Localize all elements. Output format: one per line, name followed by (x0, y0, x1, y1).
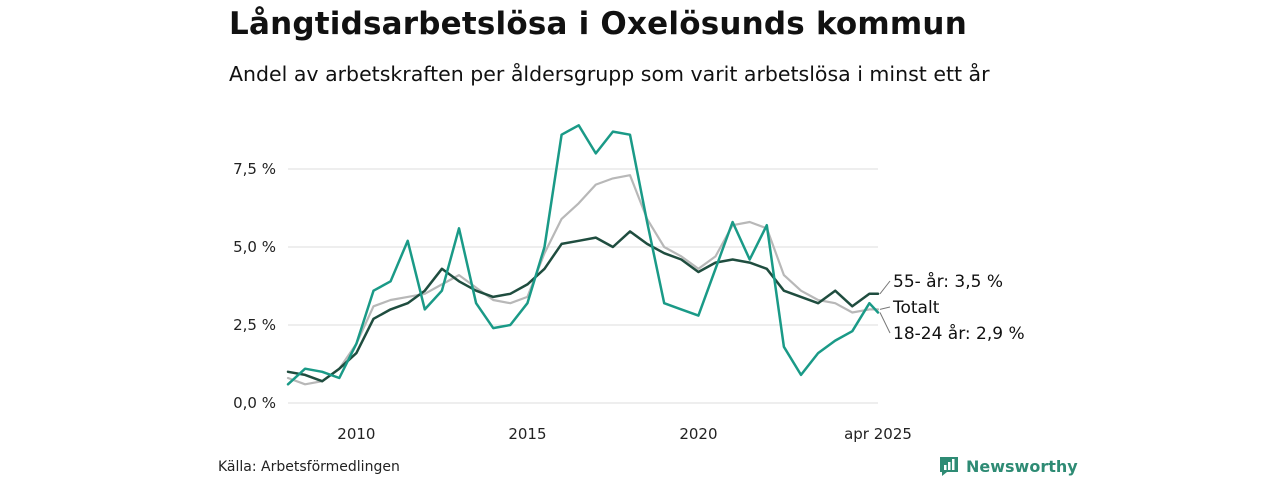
y-tick-label: 0,0 % (233, 394, 276, 412)
source-note: Källa: Arbetsförmedlingen (218, 459, 400, 475)
series-line-18-24 (286, 124, 880, 386)
series-line-total (286, 174, 880, 386)
y-tick-label: 7,5 % (233, 160, 276, 178)
end-label: Totalt (892, 298, 940, 318)
newsworthy-logo-icon (940, 457, 958, 476)
end-labels: 55- år: 3,5 % Totalt 18-24 år: 2,9 % (879, 271, 1025, 344)
x-axis-ticks: 2010 2015 2020 apr 2025 (337, 425, 912, 443)
series-line-55 (286, 230, 880, 383)
end-label-leader (879, 280, 891, 295)
y-tick-label: 5,0 % (233, 238, 276, 256)
y-tick-label: 2,5 % (233, 316, 276, 334)
grid-layer (288, 168, 878, 404)
y-axis-ticks: 0,0 % 2,5 % 5,0 % 7,5 % (233, 160, 276, 412)
brand-name: Newsworthy (966, 456, 1078, 476)
end-label-leader (879, 312, 891, 334)
chart-title: Långtidsarbetslösa i Oxelösunds kommun (229, 6, 967, 42)
chart-subtitle: Andel av arbetskraften per åldersgrupp s… (229, 62, 990, 86)
x-tick-label: 2020 (679, 425, 717, 443)
series-layer (286, 124, 880, 386)
end-label: 55- år: 3,5 % (893, 271, 1003, 292)
end-label-leader (879, 306, 891, 310)
newsworthy-logo: Newsworthy (938, 455, 1078, 477)
x-tick-label: apr 2025 (844, 425, 912, 443)
x-tick-label: 2015 (508, 425, 546, 443)
end-label: 18-24 år: 2,9 % (893, 323, 1025, 344)
x-tick-label: 2010 (337, 425, 375, 443)
